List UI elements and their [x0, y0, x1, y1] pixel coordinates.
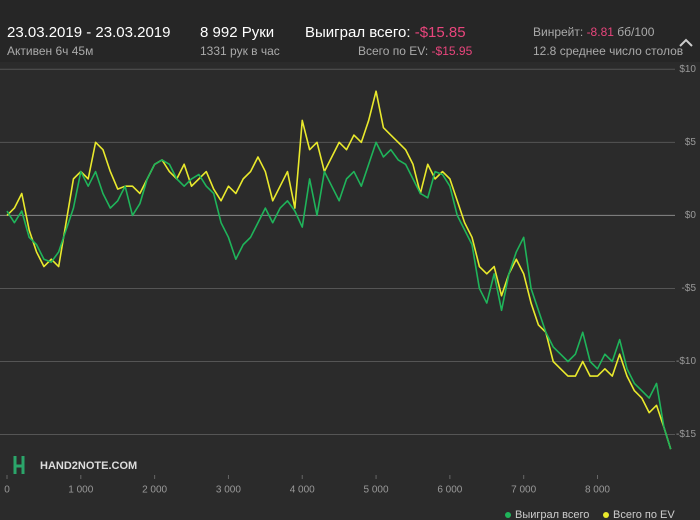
ev-label: Всего по EV: [358, 44, 429, 58]
winrate-unit: бб/100 [617, 25, 655, 39]
watermark: HAND2NOTE.COM [13, 456, 137, 474]
won: Выиграл всего: -$15.85 [305, 24, 466, 41]
y-tick-label: -$15 [676, 429, 696, 440]
y-tick-label: $5 [685, 137, 697, 148]
y-tick-label: $10 [679, 64, 696, 75]
dates: 23.03.2019 - 23.03.2019 [7, 24, 171, 41]
won-label: Выиграл всего: [305, 24, 411, 41]
hands: 8 992 Руки [200, 24, 275, 41]
collapse-icon[interactable] [676, 34, 696, 54]
ev: Всего по EV: -$15.95 [358, 44, 472, 58]
active: Активен 6ч 45м [7, 44, 94, 58]
x-tick-label: 8 000 [585, 485, 610, 496]
won-value: -$15.85 [414, 24, 466, 41]
winrate: Винрейт: -8.81 бб/100 [533, 25, 654, 39]
x-tick-label: 5 000 [364, 485, 389, 496]
header: 23.03.2019 - 23.03.2019 Активен 6ч 45м 8… [0, 0, 700, 62]
y-tick-label: -$5 [682, 283, 697, 294]
rate: 1331 рук в час [200, 44, 280, 58]
legend-swatch [603, 512, 609, 518]
y-tick-label: $0 [685, 210, 697, 221]
x-tick-label: 1 000 [68, 485, 93, 496]
x-tick-label: 3 000 [216, 485, 241, 496]
winrate-value: -8.81 [586, 25, 614, 39]
legend-label: Всего по EV [613, 509, 675, 520]
tables: 12.8 среднее число столов [533, 44, 684, 58]
x-tick-label: 2 000 [142, 485, 167, 496]
x-tick-label: 4 000 [290, 485, 315, 496]
ev-value: -$15.95 [431, 44, 473, 58]
series-line [6, 141, 672, 450]
x-tick-label: 6 000 [437, 485, 462, 496]
series-line [6, 90, 672, 450]
legend-label: Выиграл всего [515, 509, 589, 520]
x-tick-label: 7 000 [511, 485, 536, 496]
legend-swatch [505, 512, 511, 518]
watermark-text: HAND2NOTE.COM [40, 460, 137, 472]
winrate-label: Винрейт: [533, 25, 584, 39]
y-tick-label: -$10 [676, 356, 696, 367]
x-tick-label: 0 [4, 485, 10, 496]
